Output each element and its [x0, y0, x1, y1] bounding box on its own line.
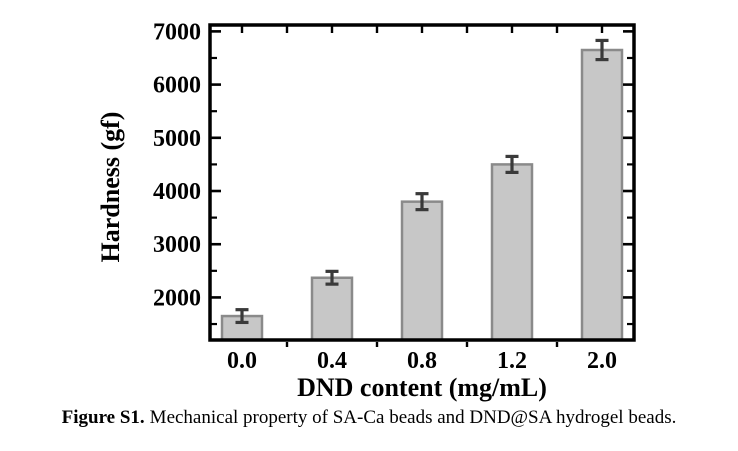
bar [400, 200, 444, 342]
bar [580, 48, 624, 342]
x-axis-tick-label: 0.4 [317, 348, 347, 374]
y-axis-tick-label: 5000 [153, 126, 201, 152]
bar [490, 163, 534, 342]
x-axis-tick-label: 0.0 [227, 348, 257, 374]
x-axis-title: DND content (mg/mL) [297, 373, 547, 402]
y-axis-tick-label: 7000 [153, 19, 201, 45]
y-axis-tick-label: 4000 [153, 179, 201, 205]
x-axis-tick-label: 1.2 [497, 348, 527, 374]
y-axis-tick-label: 2000 [153, 285, 201, 311]
bar [310, 276, 354, 342]
plot-frame [208, 23, 636, 342]
figure-caption-label: Figure S1. [61, 407, 145, 428]
x-axis-tick-label: 0.8 [407, 348, 437, 374]
y-axis-tick-label: 3000 [153, 232, 201, 258]
figure-caption-text: Mechanical property of SA-Ca beads and D… [149, 407, 677, 428]
hardness-bar-chart: 2000 3000 4000 5000 6000 7000 0.0 0.4 0.8 1.2 2.0 D… [96, 19, 636, 402]
x-axis-tick-label: 2.0 [587, 348, 617, 374]
y-axis-tick-label: 6000 [153, 73, 201, 99]
y-axis-title: Hardness (gf) [96, 112, 125, 263]
figure-caption: Figure S1. Mechanical property of SA-Ca b… [0, 407, 738, 429]
